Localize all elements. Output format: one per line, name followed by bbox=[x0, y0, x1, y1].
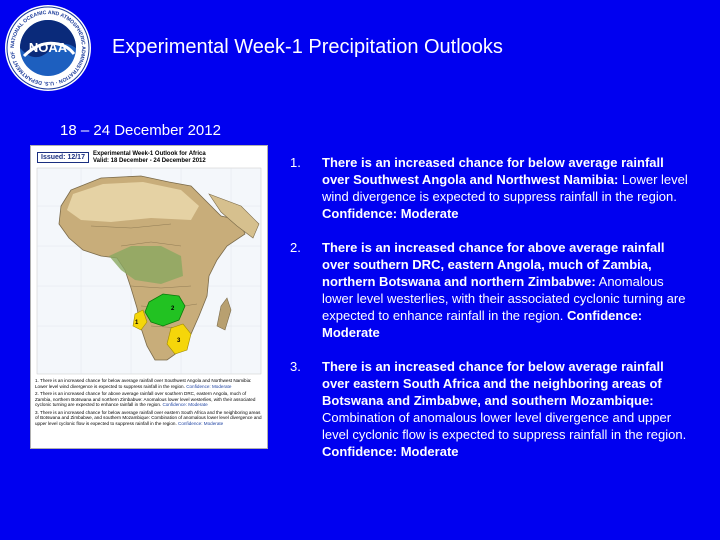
date-range: 18 – 24 December 2012 bbox=[60, 122, 221, 139]
item-confidence: Confidence: Moderate bbox=[322, 444, 459, 459]
outlook-item-3: 3. There is an increased chance for belo… bbox=[290, 358, 690, 460]
map-issued-badge: Issued: 12/17 bbox=[37, 152, 89, 163]
item-number: 1. bbox=[290, 155, 301, 170]
item-body: Lower level wind divergence is expected … bbox=[322, 172, 688, 204]
item-confidence: Confidence: Moderate bbox=[322, 308, 643, 340]
item-confidence: Confidence: Moderate bbox=[322, 206, 459, 221]
region-2-above-average bbox=[144, 293, 186, 327]
item-heading: There is an increased chance for below a… bbox=[322, 359, 664, 408]
item-number: 3. bbox=[290, 359, 301, 374]
africa-map: 1 2 3 bbox=[31, 146, 267, 378]
map-title: Experimental Week-1 Outlook for Africa V… bbox=[93, 151, 263, 165]
item-body: Combination of anomalous lower level div… bbox=[322, 410, 687, 442]
noaa-logo-icon: NATIONAL OCEANIC AND ATMOSPHERIC ADMINIS… bbox=[4, 4, 91, 91]
page-title: Experimental Week-1 Precipitation Outloo… bbox=[112, 36, 503, 58]
region-label-3: 3 bbox=[177, 338, 181, 344]
region-label-2: 2 bbox=[171, 306, 175, 312]
map-title-line-1: Experimental Week-1 Outlook for Africa bbox=[93, 151, 206, 157]
outlook-map-panel: 1 2 3 Issued: 12/17 Experimental Week-1 … bbox=[30, 145, 268, 449]
item-heading: There is an increased chance for above a… bbox=[322, 240, 665, 289]
item-body: Anomalous lower level westerlies, with t… bbox=[322, 274, 686, 323]
logo-center-text: NOAA bbox=[29, 40, 68, 55]
map-title-line-2: Valid: 18 December - 24 December 2012 bbox=[93, 158, 206, 164]
map-legend-item: 1. There is an increased chance for belo… bbox=[35, 378, 252, 389]
region-3-below-average bbox=[166, 323, 192, 355]
outlook-item-2: 2. There is an increased chance for abov… bbox=[290, 239, 690, 341]
item-heading: There is an increased chance for below a… bbox=[322, 155, 664, 187]
map-legend-item: 2. There is an increased chance for abov… bbox=[35, 391, 256, 407]
item-number: 2. bbox=[290, 240, 301, 255]
region-1-below-average bbox=[132, 309, 148, 331]
map-legend-item: 3. There is an increased chance for belo… bbox=[35, 409, 262, 426]
map-legend: 1. There is an increased chance for belo… bbox=[35, 378, 263, 428]
outlook-item-1: 1. There is an increased chance for belo… bbox=[290, 154, 690, 222]
outlook-list: 1. There is an increased chance for belo… bbox=[290, 154, 690, 477]
region-label-1: 1 bbox=[135, 320, 139, 326]
